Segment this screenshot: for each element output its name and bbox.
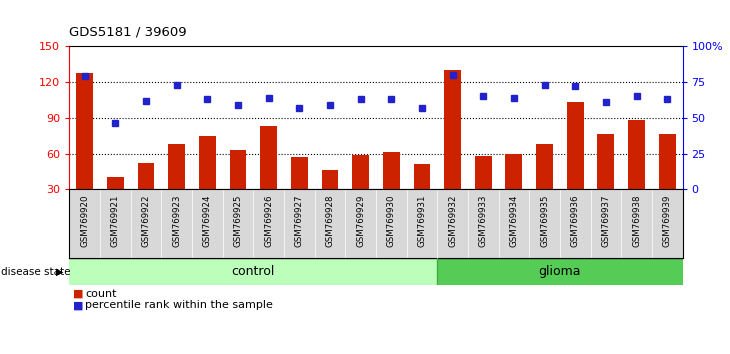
Text: ■: ■ <box>73 289 83 299</box>
Text: ▶: ▶ <box>56 267 64 277</box>
Bar <box>229 150 247 225</box>
Text: glioma: glioma <box>539 265 581 278</box>
Bar <box>437 258 683 285</box>
Bar <box>352 155 369 225</box>
Text: count: count <box>85 289 117 299</box>
Bar <box>566 102 584 225</box>
Text: GSM769924: GSM769924 <box>203 195 212 247</box>
Text: GSM769927: GSM769927 <box>295 195 304 247</box>
Bar <box>383 152 400 225</box>
Text: GSM769938: GSM769938 <box>632 195 641 247</box>
Text: GSM769937: GSM769937 <box>602 195 610 247</box>
Text: disease state: disease state <box>1 267 71 277</box>
Bar <box>107 177 124 225</box>
Text: GDS5181 / 39609: GDS5181 / 39609 <box>69 26 187 39</box>
Text: GSM769931: GSM769931 <box>418 195 426 247</box>
Bar <box>168 144 185 225</box>
Bar <box>137 163 155 225</box>
Bar <box>69 258 437 285</box>
Bar <box>505 154 523 225</box>
Bar <box>76 74 93 225</box>
Text: GSM769926: GSM769926 <box>264 195 273 247</box>
Text: ■: ■ <box>73 300 83 310</box>
Text: percentile rank within the sample: percentile rank within the sample <box>85 300 273 310</box>
Text: control: control <box>231 265 275 278</box>
Bar <box>536 144 553 225</box>
Text: GSM769922: GSM769922 <box>142 195 150 247</box>
Bar <box>628 120 645 225</box>
Text: GSM769925: GSM769925 <box>234 195 242 247</box>
Text: GSM769930: GSM769930 <box>387 195 396 247</box>
Bar <box>658 135 676 225</box>
Text: GSM769932: GSM769932 <box>448 195 457 247</box>
Bar <box>597 135 615 225</box>
Text: GSM769934: GSM769934 <box>510 195 518 247</box>
Bar <box>413 164 431 225</box>
Bar <box>199 136 216 225</box>
Bar <box>260 126 277 225</box>
Text: GSM769935: GSM769935 <box>540 195 549 247</box>
Bar <box>474 156 492 225</box>
Text: GSM769933: GSM769933 <box>479 195 488 247</box>
Bar <box>321 170 339 225</box>
Text: GSM769939: GSM769939 <box>663 195 672 247</box>
Text: GSM769928: GSM769928 <box>326 195 334 247</box>
Text: GSM769923: GSM769923 <box>172 195 181 247</box>
Text: GSM769920: GSM769920 <box>80 195 89 247</box>
Bar <box>444 70 461 225</box>
Text: GSM769936: GSM769936 <box>571 195 580 247</box>
Bar <box>291 157 308 225</box>
Text: GSM769929: GSM769929 <box>356 195 365 247</box>
Text: GSM769921: GSM769921 <box>111 195 120 247</box>
